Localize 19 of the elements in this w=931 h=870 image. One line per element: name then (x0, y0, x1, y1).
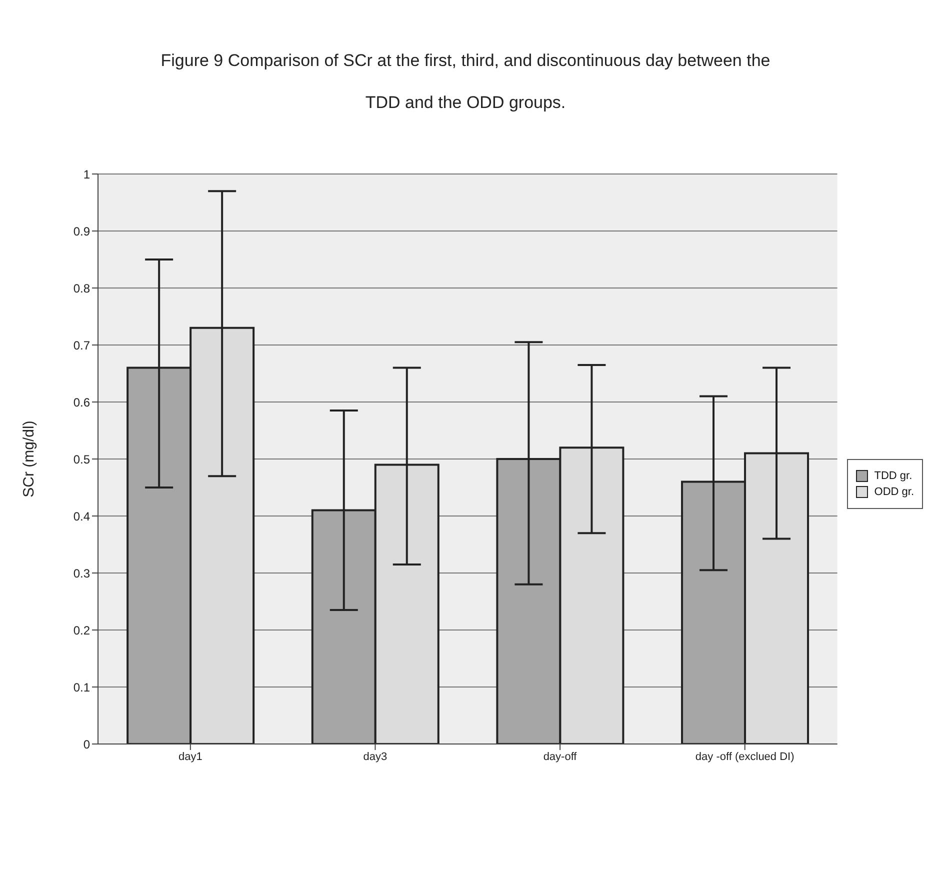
x-tick-label: day-off (543, 750, 578, 763)
y-tick-label: 0.5 (73, 452, 90, 466)
y-tick-label: 0.1 (73, 680, 90, 694)
y-tick-label: 0.6 (73, 395, 90, 410)
x-tick-label: day1 (178, 750, 202, 763)
y-tick-label: 0.8 (73, 281, 90, 296)
y-tick-label: 0.2 (73, 623, 90, 638)
legend-label: TDD gr. (874, 470, 912, 482)
y-tick-label: 0.7 (73, 338, 90, 352)
y-tick-label: 1 (83, 167, 90, 182)
y-tick-label: 0.9 (73, 224, 90, 238)
y-tick-label: 0.3 (73, 566, 90, 580)
y-tick-label: 0.4 (73, 509, 90, 524)
legend-label: ODD gr. (874, 486, 914, 498)
chart-title: Figure 9 Comparison of SCr at the first, third, and discontinuous day between the TDD and the ODD groups. (160, 51, 770, 112)
y-tick-label: 0 (83, 737, 90, 752)
x-tick-label: day -off (exclued DI) (695, 750, 794, 763)
x-tick-label: day3 (363, 750, 388, 763)
y-axis-title: SCr (mg/dl) (20, 420, 38, 498)
